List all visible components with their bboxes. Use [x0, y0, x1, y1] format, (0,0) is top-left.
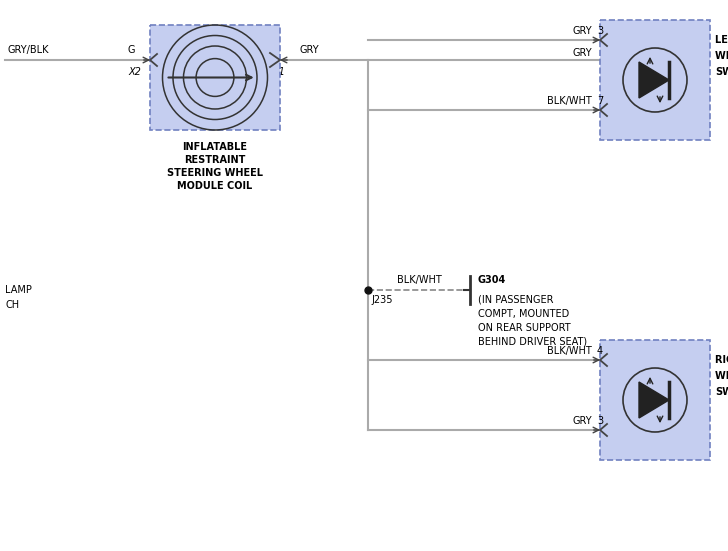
Text: WHEEL CONTROL: WHEEL CONTROL	[715, 371, 728, 381]
Text: X1: X1	[272, 67, 285, 77]
Text: COMPT, MOUNTED: COMPT, MOUNTED	[478, 309, 569, 319]
Text: LEFT STEERING: LEFT STEERING	[715, 35, 728, 45]
Text: LAMP: LAMP	[5, 285, 32, 295]
Text: X2: X2	[128, 67, 141, 77]
Text: BLK/WHT: BLK/WHT	[397, 275, 441, 285]
Text: (IN PASSENGER: (IN PASSENGER	[478, 295, 553, 305]
Polygon shape	[639, 382, 669, 418]
Text: GRY/BLK: GRY/BLK	[7, 45, 49, 55]
Text: WHEEL CONTROL: WHEEL CONTROL	[715, 51, 728, 61]
Text: MODULE COIL: MODULE COIL	[178, 181, 253, 191]
Text: G: G	[128, 45, 135, 55]
Text: BLK/WHT: BLK/WHT	[547, 346, 592, 356]
Text: RESTRAINT: RESTRAINT	[184, 155, 245, 165]
Text: GRY: GRY	[572, 48, 592, 58]
Text: 3: 3	[597, 416, 603, 426]
Text: GRY: GRY	[572, 416, 592, 426]
Text: STEERING WHEEL: STEERING WHEEL	[167, 168, 263, 178]
Text: RIGHT STEERING: RIGHT STEERING	[715, 355, 728, 365]
Text: 7: 7	[597, 96, 604, 106]
Bar	[600, 340, 710, 460]
Text: GRY: GRY	[572, 26, 592, 36]
Text: 4: 4	[597, 346, 603, 356]
Polygon shape	[639, 62, 669, 98]
Text: GRY: GRY	[300, 45, 320, 55]
Text: 3: 3	[597, 26, 603, 36]
Text: J235: J235	[371, 295, 392, 305]
Text: BLK/WHT: BLK/WHT	[547, 96, 592, 106]
Text: BEHIND DRIVER SEAT): BEHIND DRIVER SEAT)	[478, 337, 587, 347]
Bar	[600, 20, 710, 140]
Bar	[150, 25, 280, 130]
Text: ON REAR SUPPORT: ON REAR SUPPORT	[478, 323, 571, 333]
Text: SWITCH: SWITCH	[715, 67, 728, 77]
Text: G304: G304	[478, 275, 506, 285]
Text: SWITCH: SWITCH	[715, 387, 728, 397]
Text: CH: CH	[5, 300, 19, 310]
Text: INFLATABLE: INFLATABLE	[183, 142, 248, 152]
Text: G: G	[272, 45, 280, 55]
